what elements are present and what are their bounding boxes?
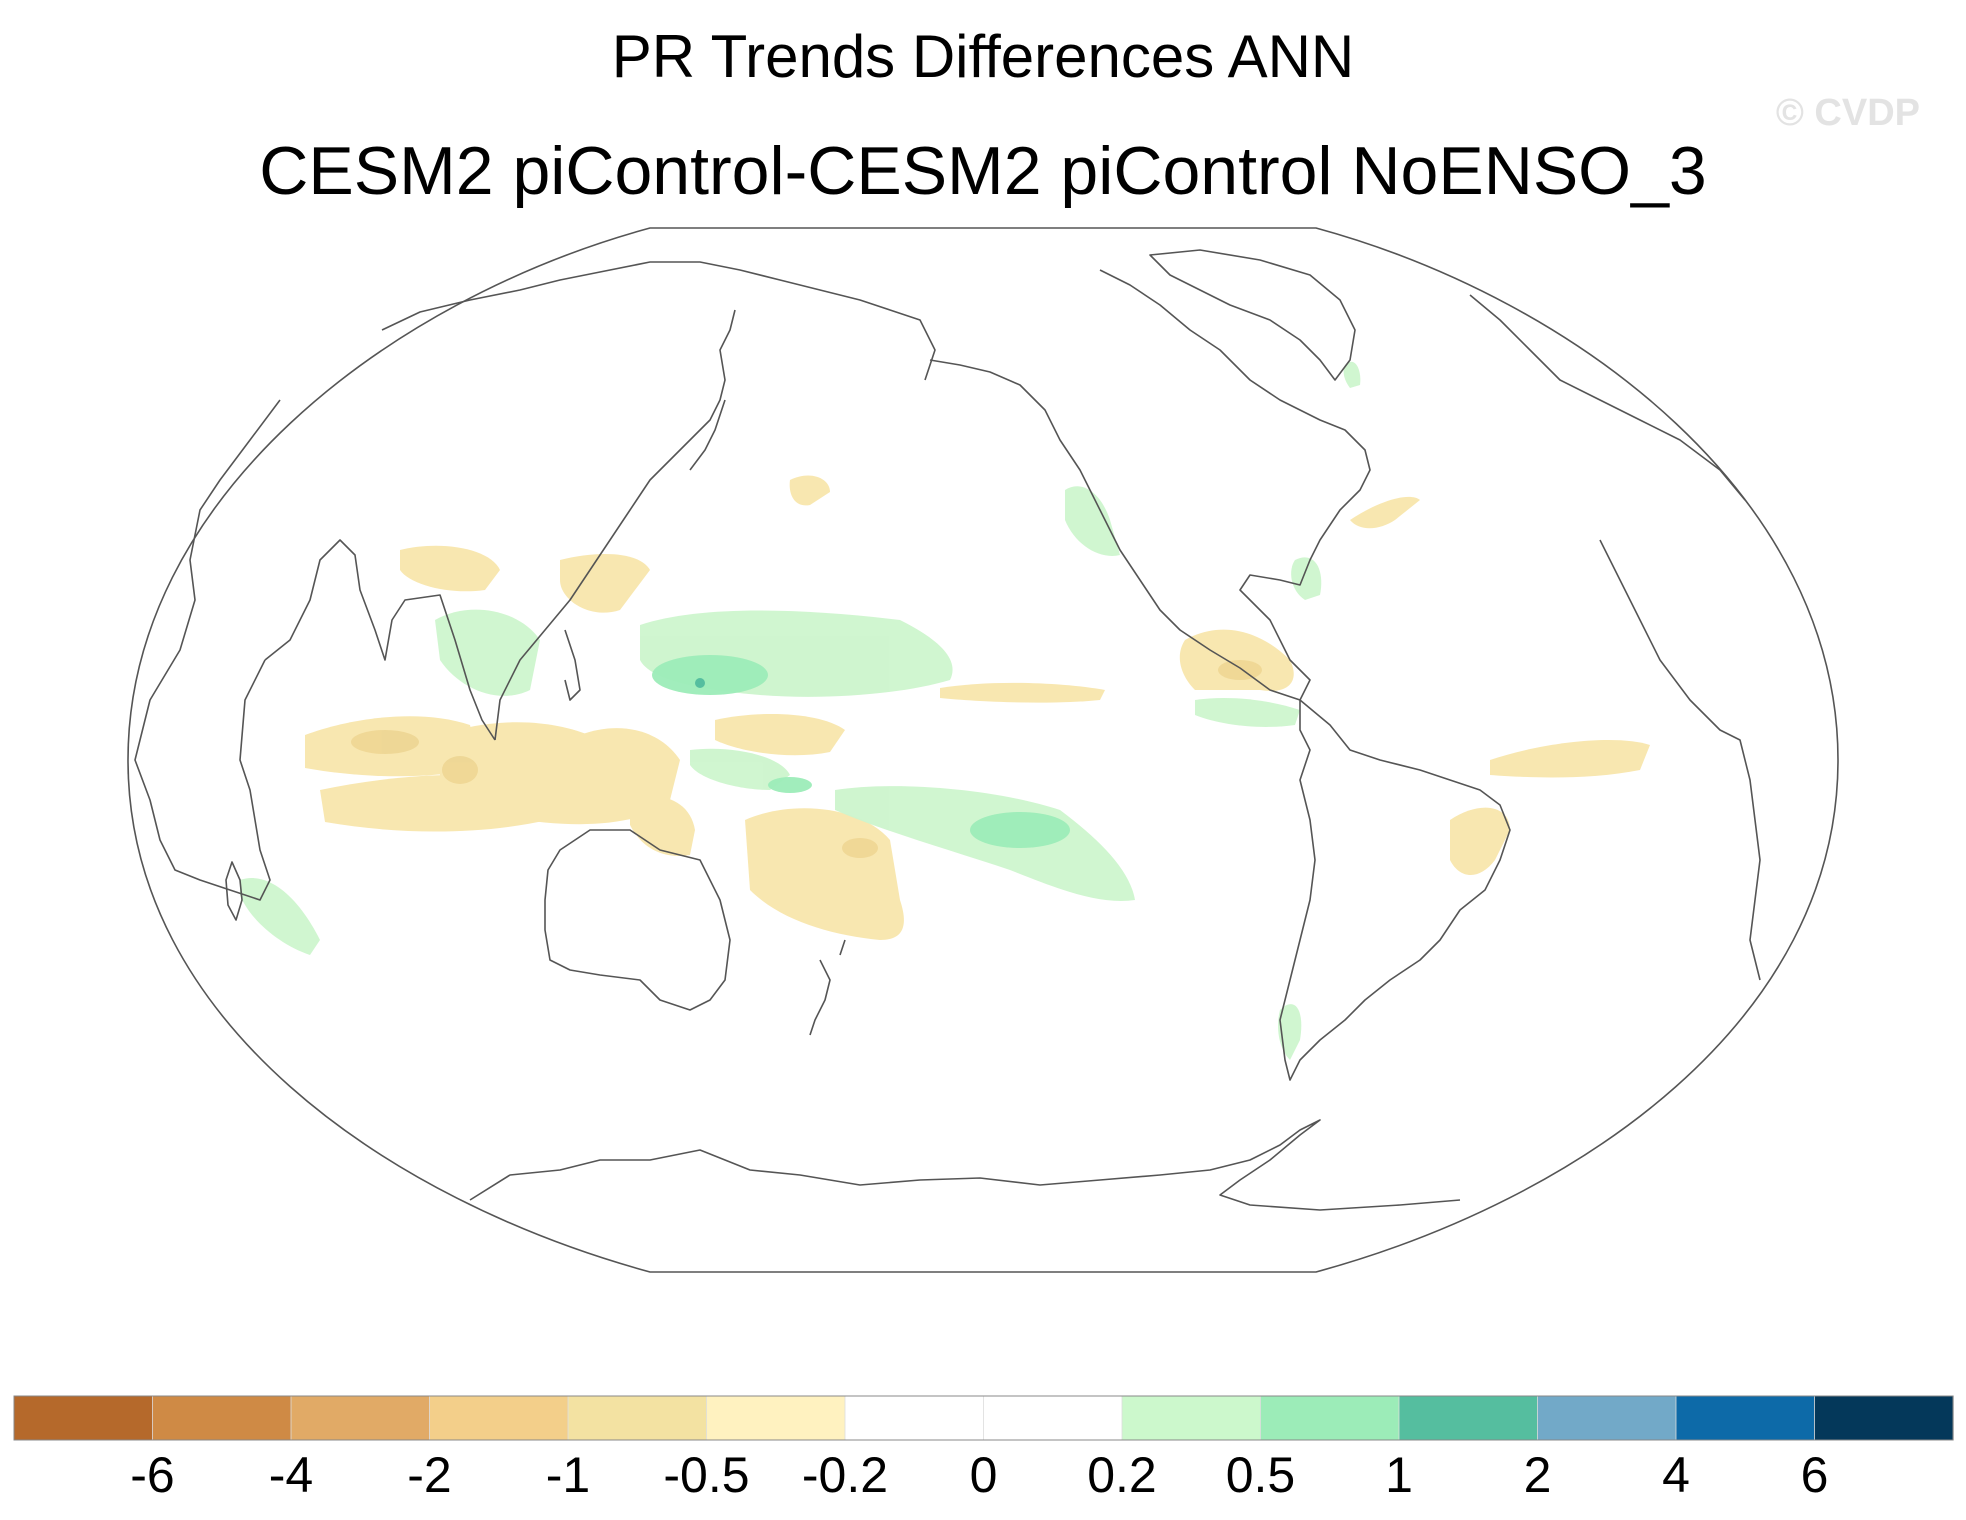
coastline-north-america-west bbox=[929, 359, 1301, 701]
indonesia-east-drying bbox=[580, 728, 680, 802]
stronger-drying bbox=[351, 660, 1262, 858]
east-asia-band bbox=[560, 554, 650, 613]
colorbar-tick-label: 0 bbox=[970, 1447, 998, 1503]
north-atlantic-wetting bbox=[1343, 361, 1361, 388]
nw-pacific-wetting bbox=[1065, 486, 1120, 556]
coastline-antarctica bbox=[469, 1119, 1461, 1211]
coastline-south-america bbox=[1279, 699, 1511, 1081]
colorbar-swatch bbox=[844, 1395, 985, 1441]
west-pacific-band bbox=[715, 714, 845, 756]
coastline-australia bbox=[544, 829, 731, 1011]
brazil-coast-drying bbox=[1450, 807, 1510, 875]
coastline-arabia-india bbox=[264, 539, 496, 741]
colorbar-swatch bbox=[1260, 1395, 1401, 1441]
coastline-philippines bbox=[564, 629, 581, 701]
colorbar-swatch bbox=[429, 1395, 570, 1441]
southern-indian-wetting bbox=[240, 878, 320, 955]
northeast-pacific-band bbox=[1350, 496, 1420, 529]
coastline-new-zealand bbox=[809, 939, 846, 1036]
coastline-europe-africa bbox=[134, 399, 281, 901]
local-max-marker bbox=[695, 678, 705, 688]
colorbar-swatches bbox=[13, 1395, 1955, 1441]
colorbar-swatch bbox=[567, 1395, 708, 1441]
colorbar-swatch bbox=[1121, 1395, 1262, 1441]
colorbar-swatch bbox=[290, 1395, 431, 1441]
south-pacific-convergence-wetting bbox=[835, 786, 1135, 901]
globe-outline bbox=[127, 227, 1839, 1273]
watermark: © CVDP bbox=[1775, 92, 1920, 134]
central-america-core bbox=[1218, 660, 1262, 680]
colorbar-tick-label: 0.2 bbox=[1087, 1447, 1157, 1503]
colorbar-swatch bbox=[983, 1395, 1124, 1441]
colorbar-tick-label: 1 bbox=[1385, 1447, 1413, 1503]
gulf-wetting bbox=[1291, 557, 1322, 600]
colorbar-swatch bbox=[152, 1395, 293, 1441]
colorbar-labels: -6 -4 -2 -1 -0.5 -0.2 0 0.2 0.5 1 2 4 6 bbox=[130, 1447, 1828, 1503]
colorbar-swatch bbox=[1675, 1395, 1816, 1441]
atlantic-tropical-drying bbox=[1490, 740, 1650, 778]
map-subtitle: CESM2 piControl-CESM2 piControl NoENSO_3 bbox=[259, 133, 1707, 209]
maritime-core bbox=[442, 756, 478, 784]
north-pacific-band bbox=[789, 475, 830, 506]
colorbar-tick-label: -2 bbox=[407, 1447, 451, 1503]
colorbar-frame bbox=[13, 1395, 1954, 1441]
colorbar-swatch bbox=[1537, 1395, 1678, 1441]
colorbar-tick-label: -4 bbox=[269, 1447, 313, 1503]
spcz-core bbox=[970, 812, 1070, 848]
map-title: PR Trends Differences ANN bbox=[611, 23, 1355, 90]
coastline-east-asia bbox=[494, 309, 736, 741]
central-pacific-strip bbox=[940, 682, 1105, 703]
coastlines bbox=[134, 249, 1761, 1211]
colorbar-swatch bbox=[1398, 1395, 1539, 1441]
colorbar-tick-label: 6 bbox=[1801, 1447, 1829, 1503]
east-pacific-wetting bbox=[1195, 698, 1300, 727]
equatorial-core bbox=[768, 777, 812, 793]
coastline-madagascar bbox=[225, 861, 243, 921]
colorbar-tick-label: -1 bbox=[546, 1447, 590, 1503]
sw-pacific-wetting bbox=[690, 748, 790, 790]
south-pacific-core bbox=[842, 838, 878, 858]
colorbar-tick-label: -0.2 bbox=[802, 1447, 888, 1503]
china-drying bbox=[400, 545, 500, 592]
colorbar-tick-label: 0.5 bbox=[1226, 1447, 1296, 1503]
coastline-japan bbox=[689, 399, 726, 471]
colorbar-tick-label: -0.5 bbox=[663, 1447, 749, 1503]
coastline-eurasia-north bbox=[381, 261, 936, 381]
colorbar-tick-label: 2 bbox=[1524, 1447, 1552, 1503]
coastline-europe-west bbox=[1469, 294, 1746, 501]
coastline-greenland bbox=[1149, 249, 1356, 381]
indian-ocean-core bbox=[351, 730, 419, 754]
colorbar-swatch bbox=[706, 1395, 847, 1441]
colorbar-swatch bbox=[1814, 1395, 1955, 1441]
west-pacific-core bbox=[652, 655, 768, 695]
stronger-wetting bbox=[652, 655, 1070, 848]
colorbar-tick-label: -6 bbox=[130, 1447, 174, 1503]
coastline-north-america-east bbox=[1099, 269, 1371, 701]
coastline-africa-west bbox=[1599, 539, 1761, 981]
colorbar-tick-label: 4 bbox=[1662, 1447, 1690, 1503]
precip-shading bbox=[240, 361, 1650, 1060]
southeast-asia-wetting bbox=[435, 609, 540, 696]
colorbar-swatch bbox=[13, 1395, 154, 1441]
